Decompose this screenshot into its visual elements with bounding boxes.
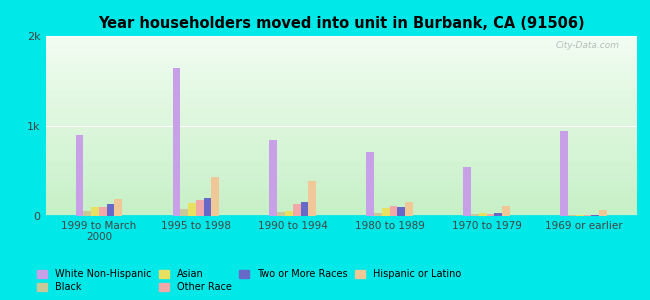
Bar (46, 99, 637, 108)
Bar (46, 207, 637, 216)
Bar (46, 63, 637, 72)
Bar (114, 199, 122, 216)
Bar (46, 198, 637, 207)
Bar (46, 108, 637, 117)
Bar (107, 204, 114, 216)
Bar (270, 140, 278, 216)
Bar (46, 153, 637, 162)
Bar (502, 206, 510, 216)
Bar (382, 208, 390, 216)
Bar (308, 181, 316, 216)
Bar (495, 213, 502, 216)
Bar (292, 204, 300, 216)
Bar (46, 180, 637, 189)
Bar (599, 210, 607, 216)
Bar (46, 45, 637, 54)
Bar (390, 206, 398, 216)
Bar (479, 214, 487, 216)
Bar (398, 206, 405, 216)
Bar (196, 200, 203, 216)
Bar (367, 152, 374, 216)
Bar (592, 215, 599, 216)
Bar (203, 199, 211, 216)
Bar (285, 211, 292, 216)
Bar (46, 144, 637, 153)
Legend: White Non-Hispanic, Black, Asian, Other Race, Two or More Races, Hispanic or Lat: White Non-Hispanic, Black, Asian, Other … (37, 269, 461, 292)
Bar (374, 213, 382, 216)
Bar (46, 135, 637, 144)
Bar (99, 206, 107, 216)
Bar (46, 54, 637, 63)
Bar (46, 72, 637, 81)
Bar (211, 177, 219, 216)
Bar (471, 214, 479, 216)
Title: Year householders moved into unit in Burbank, CA (91506): Year householders moved into unit in Bur… (98, 16, 584, 31)
Bar (180, 209, 188, 216)
Bar (405, 202, 413, 216)
Bar (300, 202, 308, 216)
Bar (46, 126, 637, 135)
Bar (172, 68, 180, 216)
Bar (278, 212, 285, 216)
Bar (463, 167, 471, 216)
Bar (46, 162, 637, 171)
Bar (188, 202, 196, 216)
Bar (46, 189, 637, 198)
Bar (568, 215, 576, 216)
Text: City-Data.com: City-Data.com (555, 41, 619, 50)
Bar (487, 214, 495, 216)
Bar (46, 90, 637, 99)
Bar (91, 207, 99, 216)
Bar (560, 131, 568, 216)
Bar (46, 81, 637, 90)
Bar (46, 171, 637, 180)
Bar (46, 117, 637, 126)
Bar (576, 215, 584, 216)
Bar (83, 211, 91, 216)
Bar (584, 215, 592, 216)
Bar (75, 135, 83, 216)
Bar (46, 36, 637, 45)
